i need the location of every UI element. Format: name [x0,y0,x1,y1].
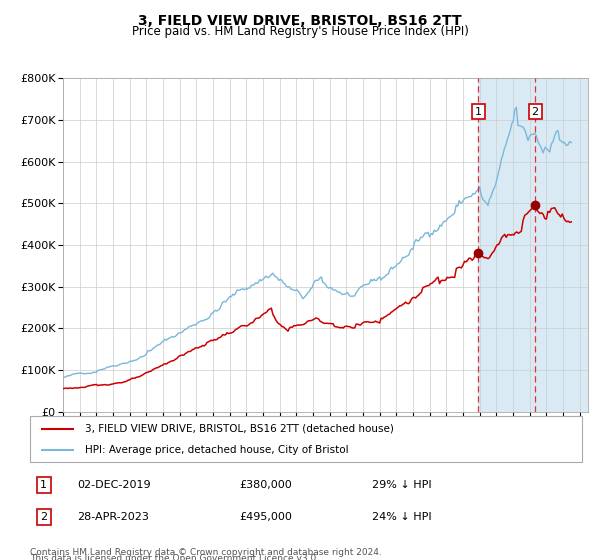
Text: 28-APR-2023: 28-APR-2023 [77,512,149,522]
Text: £380,000: £380,000 [240,480,293,490]
Text: 3, FIELD VIEW DRIVE, BRISTOL, BS16 2TT: 3, FIELD VIEW DRIVE, BRISTOL, BS16 2TT [138,14,462,28]
Text: HPI: Average price, detached house, City of Bristol: HPI: Average price, detached house, City… [85,445,349,455]
Text: 1: 1 [40,480,47,490]
Bar [554,78,588,412]
Text: 29% ↓ HPI: 29% ↓ HPI [372,480,432,490]
Text: 3, FIELD VIEW DRIVE, BRISTOL, BS16 2TT (detached house): 3, FIELD VIEW DRIVE, BRISTOL, BS16 2TT (… [85,424,394,434]
FancyBboxPatch shape [30,416,582,462]
Text: 02-DEC-2019: 02-DEC-2019 [77,480,151,490]
Bar [478,78,588,412]
Text: £495,000: £495,000 [240,512,293,522]
Text: 24% ↓ HPI: 24% ↓ HPI [372,512,432,522]
Text: Price paid vs. HM Land Registry's House Price Index (HPI): Price paid vs. HM Land Registry's House … [131,25,469,38]
Text: 1: 1 [475,107,482,116]
Text: Contains HM Land Registry data © Crown copyright and database right 2024.: Contains HM Land Registry data © Crown c… [30,548,382,557]
Text: 2: 2 [40,512,47,522]
Text: 2: 2 [532,107,539,116]
Text: This data is licensed under the Open Government Licence v3.0.: This data is licensed under the Open Gov… [30,554,319,560]
